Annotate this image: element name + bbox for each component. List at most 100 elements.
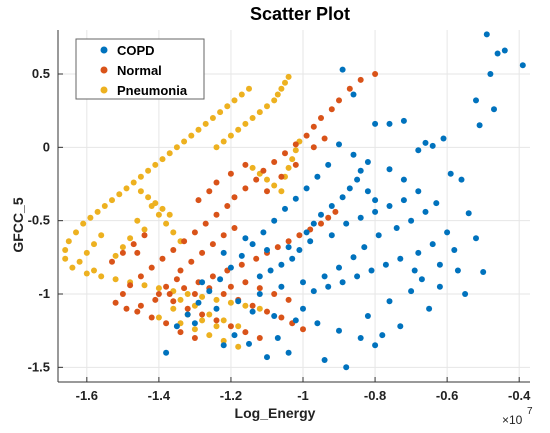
- point-copd: [433, 200, 440, 207]
- point-pneumonia: [170, 229, 177, 236]
- point-pneumonia: [141, 282, 148, 289]
- point-normal: [123, 305, 130, 312]
- point-copd: [440, 135, 447, 142]
- point-copd: [436, 261, 443, 268]
- point-normal: [184, 305, 191, 312]
- point-pneumonia: [159, 205, 166, 212]
- legend: COPD Normal Pneumonia: [75, 38, 205, 100]
- point-normal: [213, 211, 220, 218]
- point-pneumonia: [163, 220, 170, 227]
- point-normal: [141, 232, 148, 239]
- point-copd: [191, 320, 198, 327]
- point-pneumonia: [271, 182, 278, 189]
- point-copd: [289, 255, 296, 262]
- point-pneumonia: [94, 208, 101, 215]
- point-normal: [137, 302, 144, 309]
- point-copd: [400, 117, 407, 124]
- x-tick-label: -1.4: [148, 388, 171, 403]
- point-copd: [264, 247, 270, 253]
- point-copd: [494, 50, 501, 57]
- point-normal: [137, 273, 144, 280]
- point-copd: [480, 269, 487, 275]
- point-copd: [375, 232, 382, 239]
- point-copd: [364, 188, 371, 195]
- point-copd: [382, 261, 389, 268]
- point-copd: [364, 313, 371, 319]
- point-normal: [199, 249, 206, 256]
- point-copd: [300, 305, 306, 312]
- y-tick-label: -1: [38, 286, 50, 301]
- point-copd: [303, 229, 310, 236]
- point-normal: [163, 320, 170, 327]
- point-normal: [173, 276, 180, 283]
- point-pneumonia: [246, 85, 252, 92]
- point-pneumonia: [235, 126, 242, 133]
- point-copd: [303, 185, 310, 192]
- point-normal: [159, 255, 166, 262]
- x-tick-label: -1: [297, 388, 309, 403]
- point-pneumonia: [62, 255, 69, 262]
- point-copd: [372, 342, 379, 349]
- point-pneumonia: [76, 258, 83, 265]
- point-copd: [278, 283, 285, 290]
- point-copd: [372, 208, 379, 215]
- point-copd: [213, 305, 220, 312]
- series-normal: [109, 71, 379, 341]
- point-pneumonia: [227, 299, 234, 306]
- point-normal: [152, 296, 159, 303]
- point-copd: [238, 252, 245, 259]
- point-normal: [264, 188, 270, 195]
- x-tick-label: -0.4: [508, 388, 531, 403]
- point-normal: [188, 258, 195, 265]
- point-pneumonia: [289, 156, 296, 163]
- y-tick-label: -0.5: [28, 213, 50, 228]
- point-pneumonia: [227, 132, 234, 139]
- x-tick-label: -1.2: [220, 388, 242, 403]
- point-pneumonia: [83, 270, 90, 277]
- point-normal: [242, 161, 249, 168]
- point-normal: [318, 115, 324, 121]
- point-normal: [296, 232, 303, 239]
- point-pneumonia: [181, 138, 188, 145]
- point-normal: [213, 317, 220, 324]
- point-pneumonia: [285, 164, 292, 171]
- point-normal: [163, 283, 170, 290]
- point-normal: [224, 203, 231, 209]
- point-pneumonia: [199, 293, 206, 300]
- series-copd: [163, 31, 526, 371]
- point-copd: [285, 349, 292, 356]
- point-copd: [491, 106, 497, 113]
- point-pneumonia: [249, 115, 256, 121]
- point-pneumonia: [155, 285, 162, 292]
- point-pneumonia: [213, 296, 220, 303]
- point-normal: [181, 285, 188, 292]
- point-normal: [119, 249, 126, 256]
- point-normal: [238, 261, 245, 268]
- point-copd: [220, 342, 227, 349]
- point-normal: [177, 329, 184, 336]
- point-copd: [321, 357, 328, 363]
- point-normal: [191, 335, 198, 341]
- legend-marker-pneumonia: [100, 86, 108, 94]
- point-normal: [325, 214, 332, 221]
- point-pneumonia: [220, 317, 227, 324]
- point-normal: [282, 150, 288, 157]
- point-copd: [386, 203, 393, 209]
- point-copd: [361, 244, 368, 251]
- x-exponent-base: ×10: [502, 413, 523, 427]
- point-copd: [220, 249, 227, 256]
- point-pneumonia: [184, 291, 191, 297]
- point-copd: [339, 279, 346, 286]
- point-pneumonia: [292, 147, 299, 154]
- point-copd: [314, 320, 321, 327]
- point-normal: [249, 302, 256, 309]
- point-copd: [336, 141, 342, 148]
- point-pneumonia: [80, 220, 87, 227]
- point-pneumonia: [119, 244, 126, 251]
- point-normal: [321, 135, 328, 142]
- point-copd: [415, 147, 422, 154]
- point-normal: [336, 97, 342, 104]
- point-normal: [166, 291, 173, 297]
